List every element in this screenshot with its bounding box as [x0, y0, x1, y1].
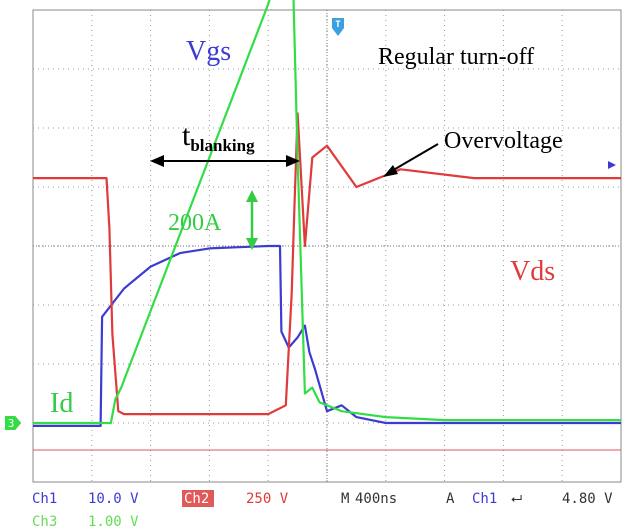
ch3-label: Ch3 — [32, 514, 57, 530]
ch2-label-bg — [182, 490, 214, 507]
channel-marker-label: 3 — [8, 417, 15, 430]
overvoltage-label: Overvoltage — [444, 128, 563, 154]
id-label: Id — [50, 388, 73, 419]
scale-200a-label: 200A — [168, 210, 222, 236]
trace-vds — [33, 112, 621, 416]
a-label: A — [446, 491, 455, 507]
a-slope-icon: ⮠ — [511, 491, 522, 507]
trigger-position-marker: T — [332, 18, 344, 36]
scale-200a-arrow — [246, 190, 258, 250]
ch1-scale: 10.0 V — [88, 491, 139, 507]
a-channel: Ch1 — [472, 491, 497, 507]
status-bar: Ch1 10.0 V Ch2 250 V M 400ns A Ch1 ⮠ 4.8… — [0, 487, 622, 532]
regular-turnoff-label: Regular turn-off — [378, 44, 534, 70]
overvoltage-arrow — [383, 143, 439, 177]
a-level: 4.80 V — [562, 491, 613, 507]
ch3-scale: 1.00 V — [88, 514, 139, 530]
trigger-marker-letter: T — [335, 20, 341, 30]
traces — [33, 0, 621, 451]
m-label: M — [341, 491, 349, 507]
vds-label: Vds — [510, 256, 555, 287]
channel-marker-3: 3 — [5, 416, 21, 430]
trace-id — [33, 0, 621, 425]
t-blanking-arrow — [150, 155, 300, 167]
ch2-scale: 250 V — [246, 491, 289, 507]
ch2-label: Ch2 — [184, 491, 209, 507]
trace-vgs — [33, 244, 621, 427]
m-value: 400ns — [355, 491, 397, 507]
t-blanking-symbol: tblanking — [182, 119, 255, 155]
trigger-level-marker — [608, 161, 616, 169]
vgs-label: Vgs — [186, 36, 231, 67]
t-blanking-subscript: blanking — [190, 136, 255, 155]
t-blanking-t: t — [182, 119, 191, 152]
channel-markers: 123 — [5, 416, 21, 430]
ch1-label: Ch1 — [32, 491, 57, 507]
